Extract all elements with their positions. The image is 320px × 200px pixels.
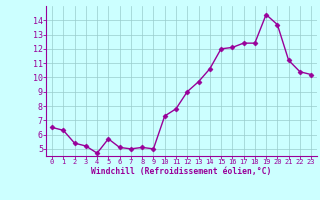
X-axis label: Windchill (Refroidissement éolien,°C): Windchill (Refroidissement éolien,°C) [92,167,272,176]
